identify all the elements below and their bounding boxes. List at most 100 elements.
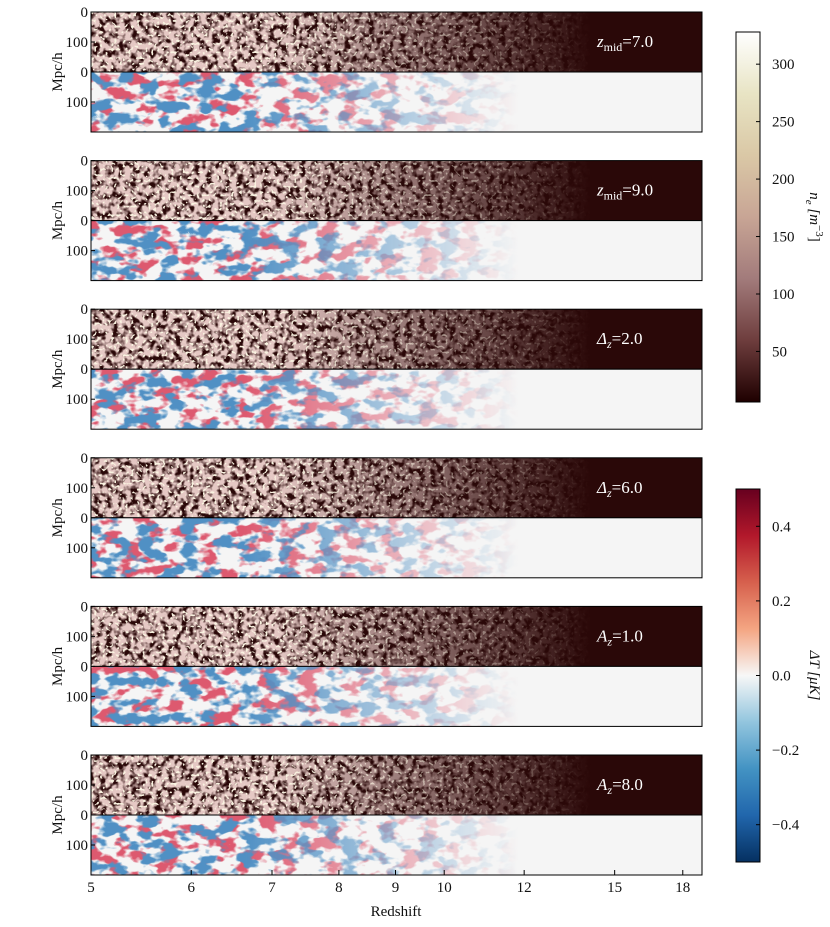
label-text: =6.0 bbox=[612, 478, 643, 497]
panel-label: Az=1.0 bbox=[596, 626, 643, 648]
temperature-map bbox=[91, 72, 702, 132]
x-tick-label: 5 bbox=[87, 880, 95, 896]
colorbar bbox=[735, 31, 761, 403]
map-speckle bbox=[91, 309, 702, 370]
x-tick-label: 10 bbox=[437, 880, 452, 896]
y-tick-label: 100 bbox=[66, 332, 89, 348]
colorbar-tick-label: −0.4 bbox=[772, 818, 800, 834]
label-symbol: z bbox=[596, 181, 604, 200]
colorbar-label-part: ΔT [μK] bbox=[806, 650, 822, 701]
y-tick-label: 0 bbox=[81, 659, 89, 675]
y-tick-label: 0 bbox=[81, 302, 89, 318]
panel-label: Δz=2.0 bbox=[596, 329, 643, 351]
y-tick-label: 100 bbox=[66, 481, 89, 497]
colorbar-label-part: −3 bbox=[813, 225, 825, 237]
y-tick-label: 0 bbox=[81, 214, 89, 230]
colorbar-label-part: n bbox=[806, 192, 822, 200]
map-texture bbox=[91, 369, 702, 430]
temperature-map bbox=[91, 220, 702, 281]
y-axis-label: Mpc/h bbox=[50, 52, 66, 92]
label-subscript: mid bbox=[604, 40, 623, 54]
label-symbol: Δ bbox=[596, 329, 607, 348]
temperature-map bbox=[91, 815, 702, 875]
y-tick-label: 100 bbox=[66, 778, 89, 794]
y-tick-label: 0 bbox=[81, 5, 89, 21]
map-speckle bbox=[91, 606, 702, 667]
panel-label: Δz=6.0 bbox=[596, 478, 643, 500]
y-tick-label: 100 bbox=[66, 392, 89, 408]
colorbar-label-part: e bbox=[803, 200, 815, 205]
y-axis-label: Mpc/h bbox=[50, 498, 66, 538]
map-speckle bbox=[91, 755, 702, 815]
label-text: =1.0 bbox=[612, 626, 643, 645]
panel-label: zmid=9.0 bbox=[596, 181, 653, 203]
y-tick-label: 0 bbox=[81, 154, 89, 170]
y-tick-label: 100 bbox=[66, 689, 89, 705]
x-tick-label: 18 bbox=[675, 880, 690, 896]
density-map bbox=[91, 309, 702, 370]
panel-label: Az=8.0 bbox=[596, 775, 643, 797]
label-subscript: z bbox=[606, 783, 612, 797]
colorbar-label: ΔT [μK] bbox=[806, 650, 822, 701]
y-tick-label: 100 bbox=[66, 541, 89, 557]
colorbar-tick-label: 300 bbox=[772, 57, 795, 73]
density-map bbox=[91, 160, 702, 221]
map-texture bbox=[91, 517, 702, 578]
y-tick-label: 0 bbox=[81, 362, 89, 378]
label-symbol: z bbox=[596, 32, 604, 51]
y-tick-label: 100 bbox=[66, 629, 89, 645]
colorbar-label-part: ] bbox=[806, 237, 822, 242]
label-text: =2.0 bbox=[612, 329, 643, 348]
x-tick-label: 7 bbox=[268, 880, 276, 896]
temperature-map bbox=[91, 517, 702, 578]
x-tick-label: 6 bbox=[187, 880, 195, 896]
y-tick-label: 100 bbox=[66, 838, 89, 854]
y-tick-label: 0 bbox=[81, 511, 89, 527]
x-axis-label: Redshift bbox=[371, 904, 423, 920]
temperature-map bbox=[91, 369, 702, 430]
y-tick-label: 0 bbox=[81, 65, 89, 81]
y-axis-label: Mpc/h bbox=[50, 349, 66, 389]
colorbar-tick-label: 0.2 bbox=[772, 594, 791, 610]
label-text: =7.0 bbox=[622, 32, 653, 51]
colorbar-tick-label: −0.2 bbox=[772, 743, 799, 759]
label-subscript: z bbox=[606, 486, 612, 500]
temperature-map bbox=[91, 666, 702, 727]
x-tick-label: 12 bbox=[517, 880, 532, 896]
label-subscript: z bbox=[606, 634, 612, 648]
colorbar-tick-label: 50 bbox=[772, 344, 787, 360]
y-tick-label: 100 bbox=[66, 35, 89, 51]
label-text: =9.0 bbox=[622, 181, 653, 200]
map-speckle bbox=[91, 160, 702, 221]
label-text: =8.0 bbox=[612, 775, 643, 794]
y-tick-label: 0 bbox=[81, 808, 89, 824]
colorbar-label: ne [m−3] bbox=[803, 192, 825, 242]
label-symbol: A bbox=[596, 775, 608, 794]
map-speckle bbox=[91, 12, 702, 72]
colorbar-tick-label: 250 bbox=[772, 115, 795, 131]
y-tick-label: 100 bbox=[66, 95, 89, 111]
density-map bbox=[91, 457, 702, 518]
y-tick-label: 0 bbox=[81, 599, 89, 615]
density-map bbox=[91, 12, 702, 72]
panel-label: zmid=7.0 bbox=[596, 32, 653, 54]
y-axis-label: Mpc/h bbox=[50, 201, 66, 241]
density-map bbox=[91, 755, 702, 815]
map-texture bbox=[91, 72, 702, 132]
colorbar-label-part: [m bbox=[806, 205, 822, 226]
map-texture bbox=[91, 815, 702, 875]
density-map bbox=[91, 606, 702, 667]
colorbar-tick-label: 200 bbox=[772, 172, 795, 188]
label-symbol: A bbox=[596, 626, 608, 645]
y-axis-label: Mpc/h bbox=[50, 646, 66, 686]
label-symbol: Δ bbox=[596, 478, 607, 497]
y-tick-label: 100 bbox=[66, 244, 89, 260]
colorbar-tick-label: 0.0 bbox=[772, 669, 791, 685]
y-axis-label: Mpc/h bbox=[50, 795, 66, 835]
map-speckle bbox=[91, 457, 702, 518]
y-tick-label: 0 bbox=[81, 451, 89, 467]
colorbar-tick-label: 150 bbox=[772, 230, 795, 246]
x-tick-label: 15 bbox=[607, 880, 622, 896]
map-texture bbox=[91, 220, 702, 281]
